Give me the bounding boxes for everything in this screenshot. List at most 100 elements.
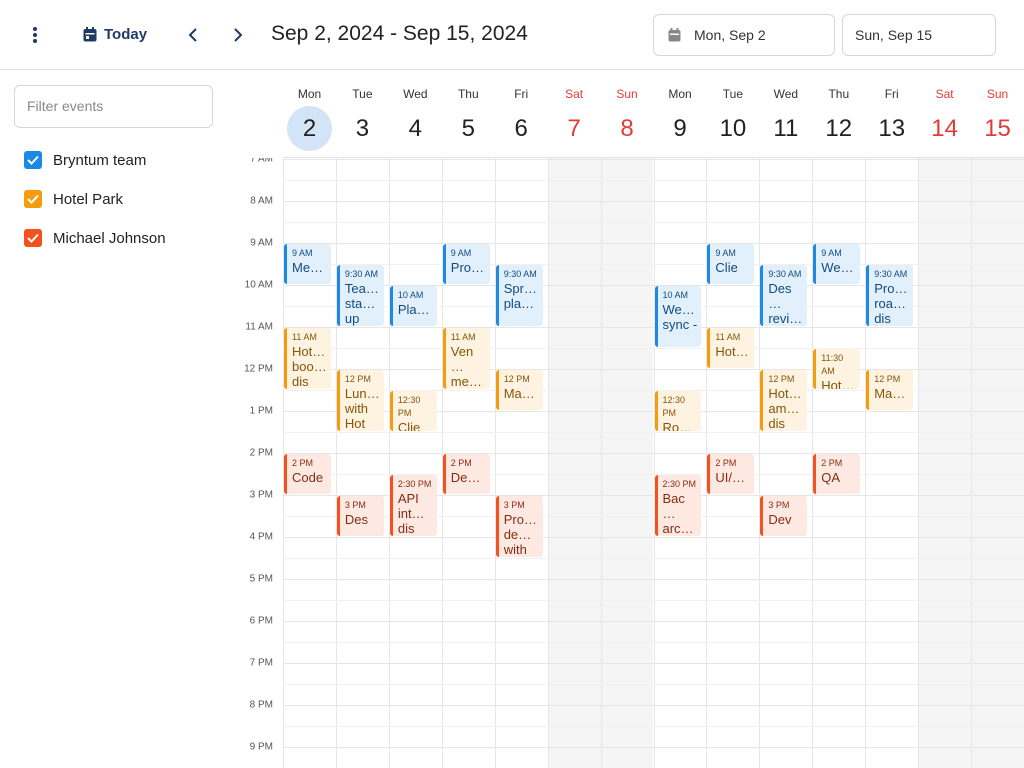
half-hour-line <box>283 390 1024 391</box>
hour-line <box>283 537 1024 538</box>
event-title: Hot… boo… dis <box>292 344 327 389</box>
event[interactable]: 2 PM Code … <box>284 454 331 494</box>
event[interactable]: 11:30 AM Hot… <box>813 349 861 389</box>
calendar-filter[interactable]: Michael Johnson <box>24 228 166 248</box>
day-name: Wed <box>403 87 428 101</box>
day-name: Sat <box>935 87 954 101</box>
half-hour-line <box>283 180 1024 181</box>
event-title: We… sync - <box>662 302 698 332</box>
day-name: Sat <box>565 87 584 101</box>
toolbar: Today Sep 2, 2024 - Sep 15, 2024 Mon, Se… <box>0 0 1024 70</box>
event-time: 9 AM <box>715 248 736 258</box>
end-date-field[interactable]: Sun, Sep 15 <box>842 14 996 56</box>
calendar-filter[interactable]: Bryntum team <box>24 150 146 170</box>
day-name: Thu <box>828 87 850 101</box>
event-title: API int… dis <box>397 491 425 536</box>
event-title: Tea… sta… up <box>344 281 379 326</box>
event[interactable]: 9 AM Clie… <box>707 244 755 284</box>
hour-label: 9 PM <box>249 741 273 753</box>
start-date-field[interactable]: Mon, Sep 2 <box>653 14 835 56</box>
today-label: Today <box>104 26 148 43</box>
hour-label: 7 PM <box>249 657 273 669</box>
event-time: 9:30 AM <box>874 269 908 279</box>
menu-button[interactable] <box>28 25 42 45</box>
half-hour-line <box>283 348 1024 349</box>
check-mark <box>27 155 39 165</box>
event[interactable]: 12 PM Ma… <box>495 370 543 410</box>
event-title: Ro… <box>662 420 693 431</box>
day-number: 5 <box>461 115 475 142</box>
event[interactable]: 2 PM De… <box>442 454 490 494</box>
day-header: Mon 2 Tue 3 Wed 4 Thu 5 Fri 6 Sat 7 Sun 8 Mon 9 Tue 10 Wed… <box>283 70 1024 158</box>
day-column <box>335 158 389 768</box>
checkbox <box>24 151 42 169</box>
event[interactable]: 12:30 PM Ro… <box>654 391 702 431</box>
day-number: 3 <box>355 115 370 142</box>
event-time: 10 AM <box>662 290 689 300</box>
event[interactable]: 9:30 AM Tea… sta… up <box>336 265 384 326</box>
calendar-filter[interactable]: Hotel Park <box>24 189 123 209</box>
event-time: 11 AM <box>715 332 741 342</box>
day-name: Sun <box>986 87 1009 101</box>
next-button[interactable] <box>230 27 246 43</box>
hour-line <box>283 243 1024 244</box>
event[interactable]: 10 AM Pla… <box>389 286 437 326</box>
event-title: We… <box>821 260 854 275</box>
calendar-name: Hotel Park <box>53 190 124 208</box>
day-column <box>706 158 759 768</box>
half-hour-line <box>283 306 1024 307</box>
prev-button[interactable] <box>186 27 202 43</box>
day-number: 10 <box>719 115 747 142</box>
filter-input[interactable]: Filter events <box>14 85 213 128</box>
event-time: 11:30 AM <box>821 353 844 376</box>
event[interactable]: 12:30 PM Clie… <box>389 391 437 431</box>
hour-line <box>283 201 1024 202</box>
event-time: 12 PM <box>874 374 901 384</box>
event-time: 12 PM <box>768 374 795 384</box>
day-column <box>547 158 601 768</box>
event[interactable]: 11 AM Hot… boo… dis <box>284 328 331 389</box>
event[interactable]: 12 PM Hot… am… dis <box>760 370 808 431</box>
event[interactable]: 11 AM Ven… me… - <box>442 328 490 389</box>
end-date-text: Sun, Sep 15 <box>855 27 933 43</box>
day-number: 14 <box>931 115 958 142</box>
day-name: Fri <box>514 87 529 101</box>
event[interactable]: 3 PM Dev <box>760 496 808 536</box>
event-title: Des… revi… me <box>768 281 803 326</box>
day-name: Sun <box>616 87 638 101</box>
hour-label: 2 PM <box>249 447 273 459</box>
event-time: 10 AM <box>397 290 424 300</box>
calendar-icon <box>83 27 97 42</box>
event-title: Hot… <box>715 344 749 359</box>
event[interactable]: 2 PM UI/… <box>707 454 755 494</box>
today-button[interactable]: Today <box>83 26 147 43</box>
event-time: 2 PM <box>292 458 314 468</box>
event[interactable]: 2:30 PM Bac… arc… revi <box>654 475 702 536</box>
event[interactable]: 10 AM We… sync - <box>654 286 702 347</box>
event[interactable]: 9:30 AM Spr… pla… <box>495 265 543 326</box>
calendar-name: Michael Johnson <box>53 229 166 247</box>
event[interactable]: 9 AM Pro… <box>442 244 490 284</box>
event[interactable]: 12 PM Ma… <box>866 370 914 410</box>
event[interactable]: 3 PM Des… <box>336 496 384 536</box>
event-title: Me… <box>292 260 324 275</box>
hour-line <box>283 369 1024 370</box>
event[interactable]: 2:30 PM API int… dis <box>389 475 437 536</box>
day-number: 15 <box>984 115 1011 142</box>
event[interactable]: 3 PM Pro… de… with <box>495 496 543 557</box>
half-hour-line <box>283 726 1024 727</box>
event[interactable]: 9:30 AM Pro… roa… dis <box>866 265 914 326</box>
event[interactable]: 2 PM QA <box>813 454 861 494</box>
event[interactable]: 9:30 AM Des… revi… me <box>760 265 808 326</box>
event[interactable]: 9 AM We… <box>813 244 861 284</box>
event-time: 2 PM <box>821 458 843 468</box>
event[interactable]: 11 AM Hot… <box>707 328 755 368</box>
half-hour-line <box>283 516 1024 517</box>
day-number: 9 <box>673 115 687 142</box>
event-time: 12:30 PM <box>397 395 421 418</box>
event-time: 3 PM <box>503 500 525 510</box>
day-name: Fri <box>884 87 899 101</box>
event[interactable]: 9 AM Me… <box>284 244 331 284</box>
event[interactable]: 12 PM Lun… with Hot <box>336 370 384 431</box>
day-name: Mon <box>668 87 692 101</box>
